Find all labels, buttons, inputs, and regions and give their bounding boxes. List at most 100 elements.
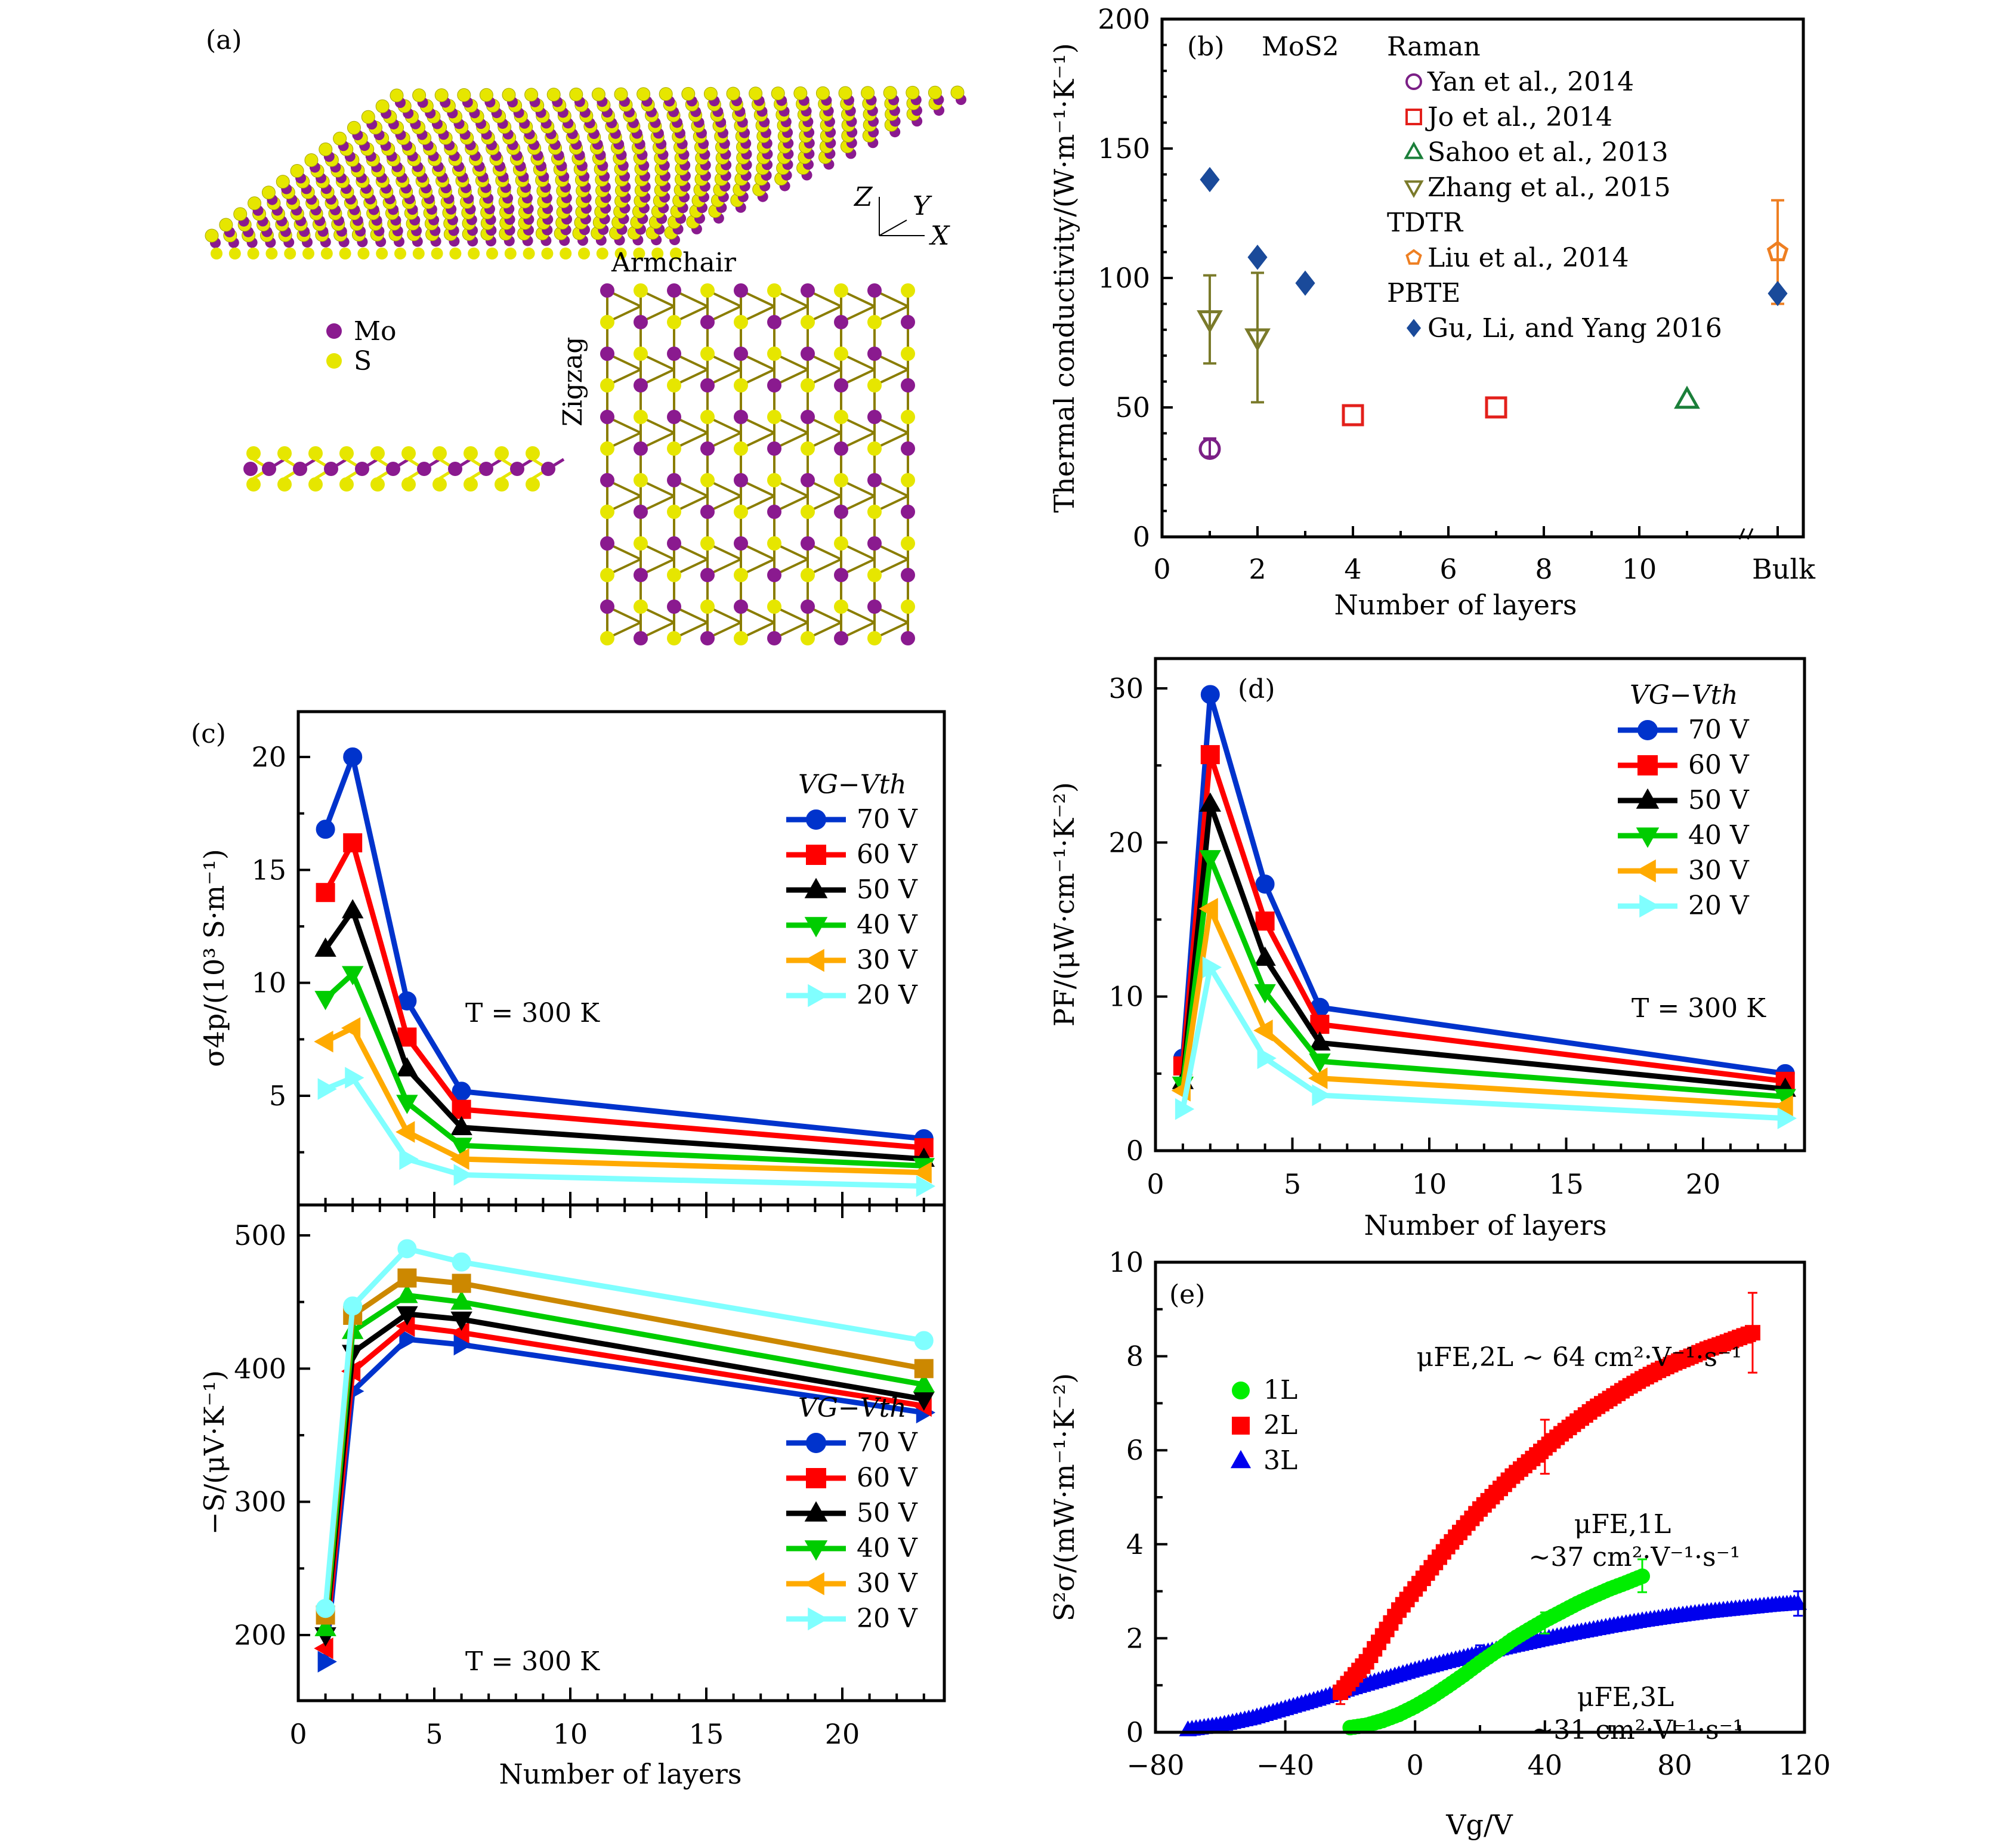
- panel-c-top-ylabel: σ4p/(10³ S·m⁻¹): [198, 849, 230, 1067]
- panel-b-xlabel: Number of layers: [1334, 589, 1577, 621]
- data-point-gu: [1200, 166, 1220, 193]
- panel-b-legend: Raman Yan et al., 2014 Jo et al., 2014 Saho…: [1387, 32, 1722, 344]
- panel-label-b: (b): [1187, 32, 1225, 62]
- mo-atom: [700, 568, 715, 582]
- s-atom: [867, 568, 882, 582]
- panel-c-bottom-frame: [296, 1203, 946, 1702]
- legend-marker: [1636, 788, 1660, 809]
- data-point-jo: [1342, 404, 1364, 427]
- data-point-50V: [450, 1115, 472, 1136]
- legend-entry-label: Liu et al., 2014: [1428, 243, 1629, 273]
- data-point-40V: [1254, 984, 1276, 1004]
- s-atom: [906, 85, 920, 100]
- legend-entry-label: 50 V: [1688, 785, 1750, 815]
- s-atom: [375, 99, 390, 113]
- mo-atom: [767, 441, 781, 456]
- mo-atom: [293, 462, 307, 476]
- s-atom: [734, 441, 748, 456]
- data-point-30V: [314, 1030, 333, 1053]
- panel-d-ylabel: PF/(μW·cm⁻¹·K⁻²): [1048, 782, 1080, 1027]
- s-atom: [290, 164, 304, 178]
- s-atom: [219, 218, 233, 232]
- data-point-70V: [316, 820, 335, 839]
- s-atom: [734, 631, 748, 645]
- panel-d-data-marks: [1171, 685, 1797, 1129]
- mo-atom: [634, 568, 648, 582]
- s-atom: [767, 536, 781, 551]
- y-tick-label: 300: [234, 1486, 286, 1518]
- panel-d-power-factor: 0 5 10 15 20 0 10 20 30 (d) VG−Vth 70 V 60 V 50 V 40…: [1048, 657, 1806, 1241]
- x-tick-label: 10: [1622, 553, 1657, 585]
- s-atom: [546, 88, 561, 102]
- panel-b-frame: [1160, 17, 1805, 539]
- data-point-50V: [396, 1057, 418, 1077]
- s-atom: [651, 248, 664, 259]
- mo-atom: [600, 410, 614, 424]
- legend-s-label: S: [354, 346, 372, 376]
- data-point-50V: [396, 1306, 418, 1326]
- x-tick-label: 120: [1778, 1749, 1831, 1781]
- legend-entry-label: Yan et al., 2014: [1427, 67, 1634, 97]
- x-tick-label: 10: [553, 1718, 588, 1750]
- x-tick-label: 80: [1657, 1749, 1692, 1781]
- data-point-50V: [341, 899, 364, 919]
- panel-d-legend: VG−Vth 70 V 60 V 50 V 40 V 30 V 20 V: [1618, 680, 1750, 921]
- data-point-40V: [314, 1617, 336, 1636]
- s-atom: [457, 88, 471, 102]
- legend-marker: [808, 984, 829, 1008]
- legend-entry-label: 20 V: [1688, 891, 1750, 921]
- data-point-70V: [317, 1651, 337, 1673]
- data-point-60V: [1200, 745, 1220, 765]
- s-atom: [246, 446, 261, 461]
- legend-entry-label: 40 V: [857, 1533, 918, 1563]
- s-atom: [526, 446, 540, 461]
- s-atom: [277, 477, 292, 492]
- mo-atom: [734, 410, 748, 424]
- mo-atom: [634, 631, 648, 645]
- s-atom: [246, 477, 261, 492]
- x-tick-label: 0: [1407, 1749, 1424, 1781]
- mo-atom: [734, 599, 748, 614]
- s-atom: [834, 410, 848, 424]
- legend-entry-label: 20 V: [857, 1603, 918, 1634]
- y-tick-label: 0: [1133, 521, 1150, 553]
- s-atom: [901, 410, 915, 424]
- x-tick-label: 5: [425, 1718, 443, 1750]
- s-atom: [600, 315, 614, 329]
- mo-atom: [417, 462, 431, 476]
- s-atom: [659, 87, 673, 101]
- legend-entry-label: 2L: [1263, 1410, 1297, 1441]
- s-atom: [357, 248, 370, 259]
- data-point-40V: [396, 1095, 418, 1114]
- data-point-40V: [450, 1138, 472, 1157]
- data-point-20V: [345, 1067, 364, 1089]
- s-atom: [634, 347, 648, 361]
- s-atom: [901, 473, 915, 487]
- data-point-60V: [452, 1099, 471, 1119]
- s-atom: [867, 315, 882, 329]
- y-tick-label: 30: [1108, 672, 1144, 704]
- mo-atom: [510, 462, 524, 476]
- s-atom: [284, 248, 296, 259]
- s-atom: [801, 315, 815, 329]
- data-point-jo: [1485, 396, 1507, 419]
- mo-atom: [667, 599, 681, 614]
- s-atom: [401, 446, 416, 461]
- data-point-20V: [452, 1252, 471, 1272]
- s-atom: [834, 283, 848, 298]
- legend-marker-1L: [1232, 1382, 1250, 1399]
- panel-label-d: (d): [1238, 674, 1275, 704]
- mo-atom: [541, 462, 555, 476]
- data-point-60V: [316, 883, 335, 903]
- s-atom: [815, 86, 830, 100]
- s-atom: [261, 186, 276, 200]
- data-point-20V: [1175, 1098, 1195, 1120]
- s-atom: [901, 283, 915, 298]
- mo-atom: [801, 347, 815, 361]
- data-point-20V: [1202, 956, 1222, 978]
- panel-a-crystal-structure: (a) Mo S Armchair Zigzag Z Y X: [205, 25, 966, 645]
- data-point-gu: [1768, 280, 1788, 307]
- legend-marker: [1639, 894, 1660, 918]
- series-line-70V: [323, 1336, 925, 1662]
- data-point-20V: [317, 1078, 337, 1100]
